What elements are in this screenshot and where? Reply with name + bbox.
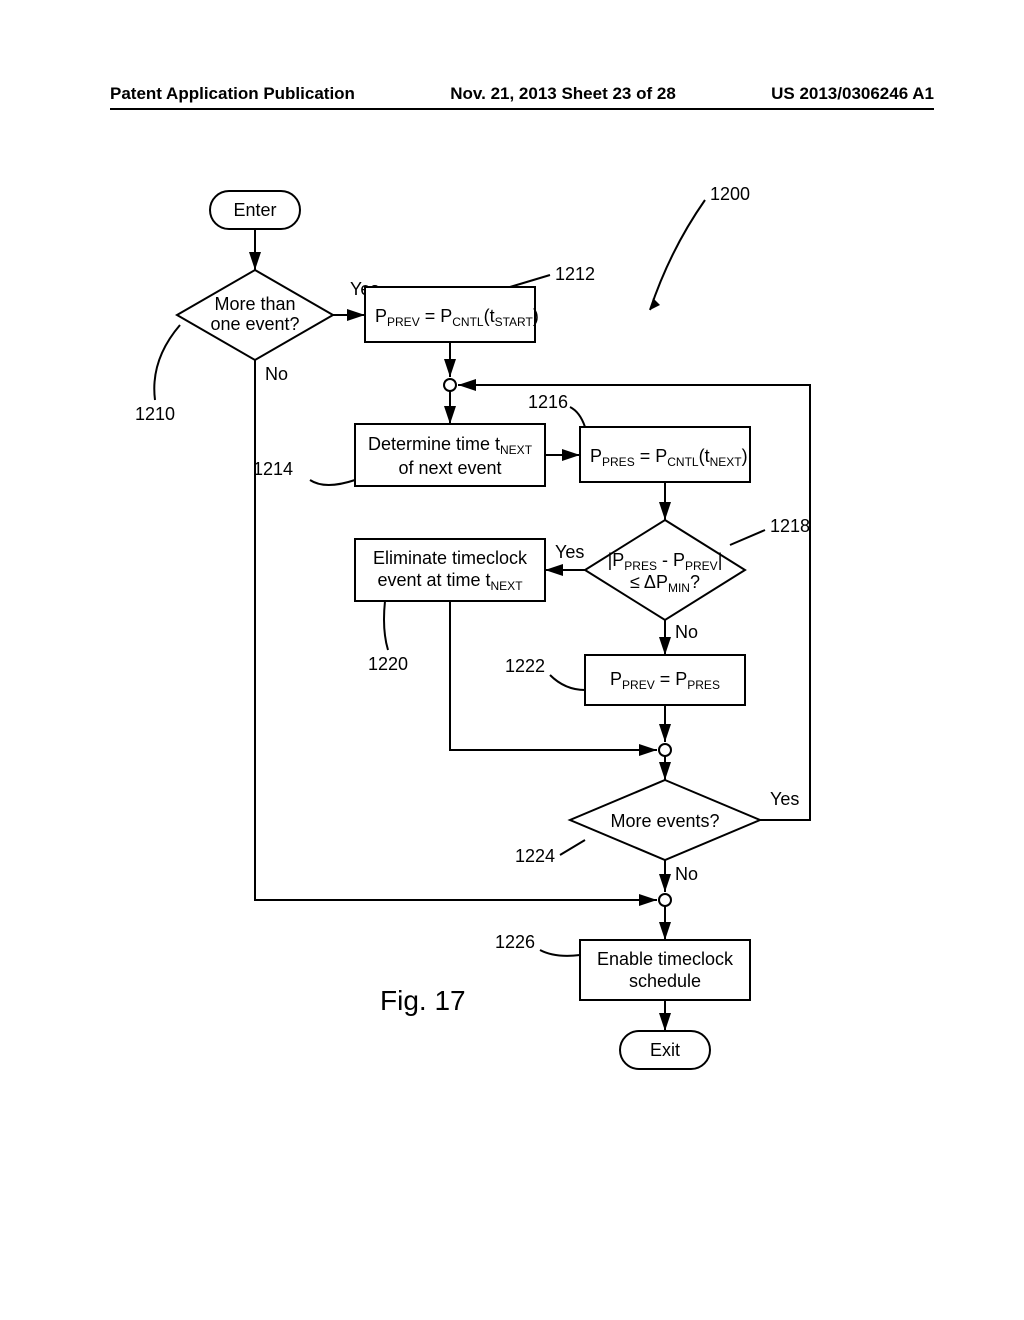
svg-text:No: No — [265, 364, 288, 384]
svg-text:≤ ΔPMIN?: ≤ ΔPMIN? — [630, 572, 700, 595]
svg-text:one event?: one event? — [210, 314, 299, 334]
svg-text:schedule: schedule — [629, 971, 701, 991]
junction-j3 — [659, 894, 671, 906]
header-right: US 2013/0306246 A1 — [771, 84, 934, 104]
svg-text:More than: More than — [214, 294, 295, 314]
figure-title: Fig. 17 — [380, 985, 466, 1016]
ref-1216: 1216 — [528, 392, 568, 412]
ref-1212: 1212 — [555, 264, 595, 284]
svg-text:of next event: of next event — [398, 458, 501, 478]
ref-1214: 1214 — [253, 459, 293, 479]
flowchart: 1200 Enter More than one event? Yes No 1… — [110, 180, 930, 1140]
node-d1218 — [585, 520, 745, 620]
svg-text:No: No — [675, 622, 698, 642]
ref-1226: 1226 — [495, 932, 535, 952]
svg-text:Yes: Yes — [555, 542, 584, 562]
junction-j1 — [444, 379, 456, 391]
svg-text:Enable timeclock: Enable timeclock — [597, 949, 734, 969]
header-left: Patent Application Publication — [110, 84, 355, 104]
page-header: Patent Application Publication Nov. 21, … — [110, 84, 934, 110]
enter-label: Enter — [233, 200, 276, 220]
ref-1200: 1200 — [710, 184, 750, 204]
svg-text:More events?: More events? — [610, 811, 719, 831]
junction-j2 — [659, 744, 671, 756]
exit-label: Exit — [650, 1040, 680, 1060]
ref-1210: 1210 — [135, 404, 175, 424]
page: Patent Application Publication Nov. 21, … — [0, 0, 1024, 1320]
ref-1220: 1220 — [368, 654, 408, 674]
ref-1218: 1218 — [770, 516, 810, 536]
svg-text:No: No — [675, 864, 698, 884]
svg-text:Yes: Yes — [770, 789, 799, 809]
ref-1222: 1222 — [505, 656, 545, 676]
header-center: Nov. 21, 2013 Sheet 23 of 28 — [450, 84, 676, 104]
ref-1224: 1224 — [515, 846, 555, 866]
svg-text:Eliminate timeclock: Eliminate timeclock — [373, 548, 528, 568]
